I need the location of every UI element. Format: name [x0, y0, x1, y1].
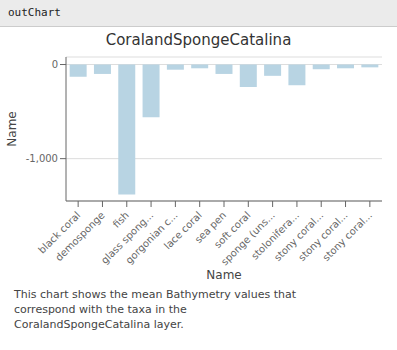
svg-text:0: 0 [52, 59, 58, 70]
svg-text:black coral: black coral [36, 209, 83, 256]
svg-text:soft coral: soft coral [212, 209, 253, 251]
svg-text:fish: fish [111, 209, 131, 229]
svg-text:demosponge: demosponge [53, 209, 107, 263]
html-text:correspond with the taxa in th: correspond with the taxa in the [14, 303, 187, 316]
svg-text:sea pen: sea pen [192, 209, 229, 246]
html-text:CoralandSpongeCatalina: CoralandSpongeCatalina [105, 31, 292, 49]
svg-text:lace coral: lace coral [162, 209, 204, 251]
svg-text:stony coral...: stony coral... [320, 209, 374, 263]
svg-text:glass spong...: glass spong... [98, 209, 156, 266]
svg-text:gorgonian c...: gorgonian c... [123, 209, 180, 266]
svg-text:stony coral...: stony coral... [271, 209, 326, 264]
svg-text:sponge (uns...: sponge (uns... [218, 209, 277, 268]
svg-text:-1,000: -1,000 [26, 153, 58, 164]
html-text:CoralandSpongeCatalina layer.: CoralandSpongeCatalina layer. [14, 318, 184, 331]
svg-text:Name: Name [8, 111, 19, 146]
svg-text:stolonifera...: stolonifera... [249, 209, 302, 262]
svg-text:Name: Name [206, 268, 241, 282]
html-text:outChart: outChart [8, 6, 61, 19]
html-text:This chart shows the mean Bath: This chart shows the mean Bathymetry val… [14, 288, 296, 301]
